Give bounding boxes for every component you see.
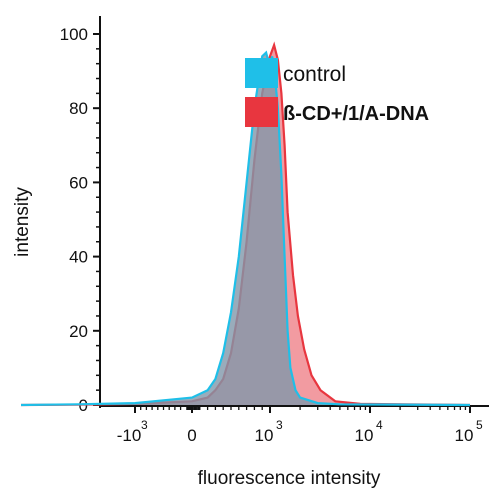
x-tick-exponent: 3 [276,418,283,432]
x-tick-label: 10 [255,426,274,445]
x-axis-title: fluorescence intensity [198,468,381,489]
x-tick-label: 10 [455,426,474,445]
legend-swatch [245,97,278,127]
x-tick-exponent: 3 [141,418,148,432]
y-tick-label: 60 [69,173,88,192]
x-tick-label: 0 [187,426,196,445]
series-area-0 [21,52,470,405]
x-tick-exponent: 4 [376,418,383,432]
x-tick-label: -10 [117,426,142,445]
legend-label: ß-CD+/1/A-DNA [283,103,429,125]
y-axis-title: intensity [12,187,33,257]
y-tick-label: 100 [60,25,88,44]
y-tick-label: 80 [69,99,88,118]
x-tick-exponent: 5 [476,418,483,432]
x-tick-label: 10 [355,426,374,445]
legend-label: control [283,63,346,86]
y-tick-label: 40 [69,248,88,267]
legend-swatch [245,58,278,88]
y-tick-label: 20 [69,322,88,341]
legend: control ß-CD+/1/A-DNA [245,58,429,127]
